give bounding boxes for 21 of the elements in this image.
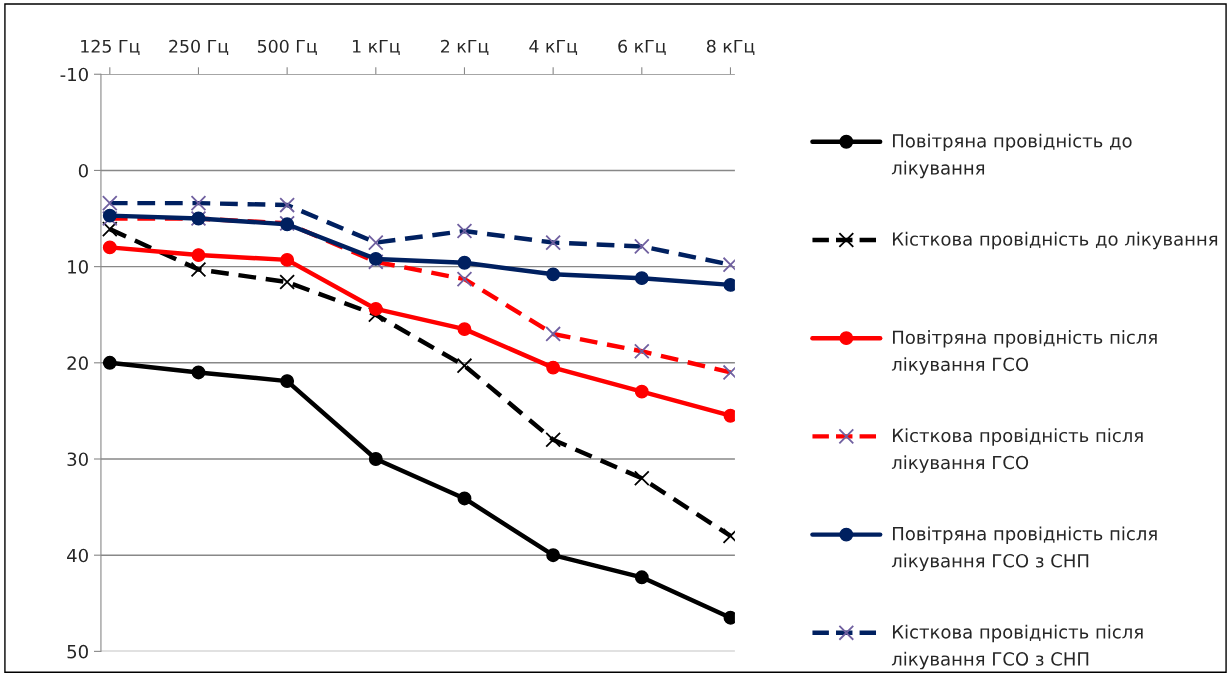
y-tick-label: 10 bbox=[68, 260, 88, 274]
legend-label: Кісткова провідність після лікування ГСО з СНП bbox=[891, 624, 1143, 670]
y-tick-label: 40 bbox=[67, 548, 88, 563]
y-tick-label: 0 bbox=[78, 163, 88, 178]
x-tick-label: 6 кГц bbox=[618, 39, 666, 55]
legend-label: Повітряна провідність після лікування ГСО з СНП bbox=[891, 526, 1157, 572]
y-tick-label: 50 bbox=[67, 644, 88, 659]
x-tick-label: 125 Гц bbox=[81, 39, 140, 55]
legend-label: Повітряна провідність до лікування bbox=[891, 133, 1132, 179]
x-tick-label: 1 кГц bbox=[352, 39, 400, 55]
x-tick-label: 250 Гц bbox=[169, 39, 229, 55]
legend-label: Кісткова провідність після лікування ГСО bbox=[891, 428, 1143, 473]
y-tick-label: 30 bbox=[67, 452, 88, 467]
x-tick-label: 8 кГц bbox=[706, 39, 755, 55]
y-tick-label: -10 bbox=[60, 67, 88, 82]
y-tick-label: 20 bbox=[67, 356, 88, 370]
x-tick-label: 2 кГц bbox=[441, 39, 489, 55]
x-tick-label: 4 кГц bbox=[529, 39, 578, 55]
legend-label: Повітряна провідність після лікування ГСО bbox=[891, 330, 1157, 375]
x-tick-label: 500 Гц bbox=[257, 39, 317, 55]
legend-label: Кісткова провідність до лікування bbox=[893, 231, 1218, 250]
